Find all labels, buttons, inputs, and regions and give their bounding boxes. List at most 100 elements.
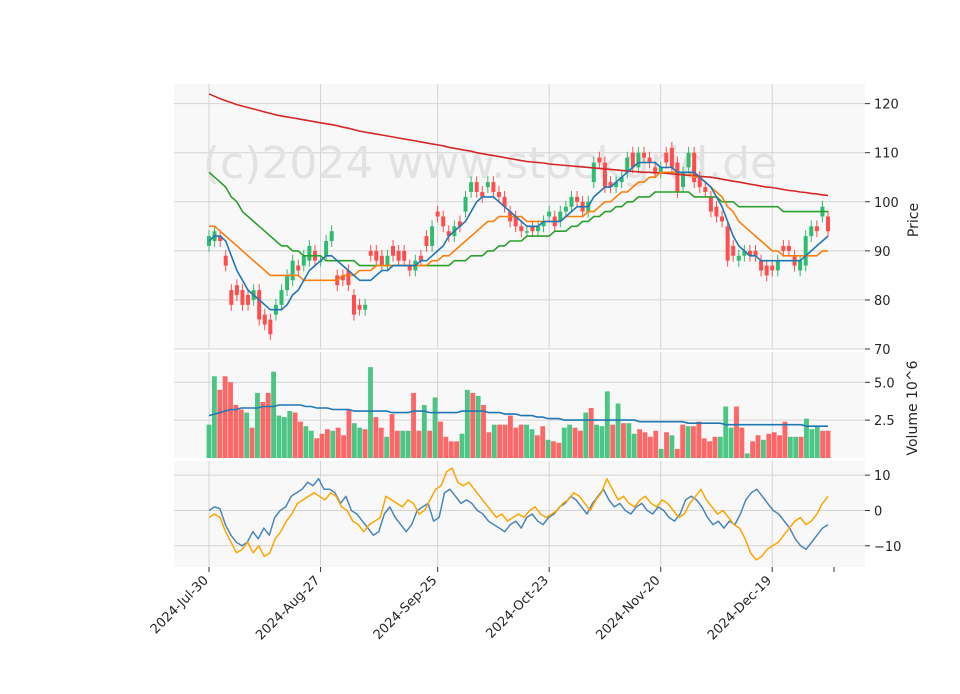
oscillator-line-2	[208, 467, 829, 561]
candle-body	[418, 255, 423, 261]
panel-backgrounds	[174, 84, 865, 567]
volume-bar	[502, 424, 508, 458]
volume-bar	[793, 436, 799, 458]
ma-long-line	[208, 93, 829, 197]
candle-body	[720, 216, 725, 222]
candle-body	[708, 196, 713, 212]
candle-body	[485, 182, 490, 188]
volume-bar	[583, 412, 589, 458]
candle-body	[575, 196, 580, 202]
volume-bar	[631, 433, 637, 458]
ma-fast-line	[208, 161, 829, 311]
volume-bar	[524, 424, 529, 458]
candle-body	[374, 250, 379, 261]
candle-body	[602, 162, 607, 188]
volume-bar	[599, 426, 605, 458]
candle-body	[474, 182, 479, 192]
candle-body	[519, 226, 524, 232]
volume-bar	[421, 405, 427, 458]
volume-bar	[782, 421, 788, 458]
candle-body	[357, 304, 362, 310]
volume-bar	[454, 441, 460, 458]
volume-bar	[653, 430, 659, 458]
candle-body	[385, 255, 390, 266]
candle-body	[764, 265, 769, 276]
volume-bar	[723, 406, 729, 458]
candle-body	[826, 216, 830, 232]
y-tick-label: 100	[874, 196, 899, 211]
volume-bar	[459, 433, 465, 458]
candle-body	[630, 152, 635, 168]
candle-body	[307, 245, 312, 261]
y-tick-label: 110	[874, 147, 899, 162]
volume-bar	[567, 424, 573, 458]
candle-body	[446, 231, 451, 237]
candle-body	[268, 319, 273, 335]
volume-bar	[389, 414, 395, 458]
candle-body	[496, 191, 501, 197]
volume-bar	[674, 448, 680, 458]
volume-bar	[448, 441, 454, 458]
volume-bar	[497, 424, 503, 458]
volume-bar	[717, 436, 723, 458]
volume-bar	[534, 435, 540, 458]
y-tick-label: 120	[874, 98, 899, 113]
candle-body	[262, 314, 267, 325]
volume-bar	[438, 421, 443, 458]
volume-bar	[588, 408, 594, 458]
candle-body	[536, 226, 541, 232]
candle-body	[736, 255, 741, 261]
volume-bar	[669, 435, 675, 458]
volume-bar	[513, 427, 519, 458]
volume-bar	[378, 427, 384, 458]
volume-bar	[281, 417, 287, 458]
volume-bar	[260, 401, 266, 458]
y-tick-label: 90	[874, 245, 891, 260]
volume-bar	[330, 430, 336, 458]
candle-body	[329, 231, 334, 242]
volume-bar	[615, 403, 621, 458]
x-tick-label: 2024-Nov-20	[594, 573, 664, 643]
y-tick-label: −10	[874, 540, 901, 555]
volume-bar	[621, 423, 626, 458]
candle-body	[692, 152, 697, 183]
candle-body	[246, 295, 251, 305]
volume-bar	[771, 432, 777, 458]
volume-bar	[551, 441, 556, 458]
candle-body	[368, 250, 373, 256]
watermark-text: (c)2024 www.stockgrid.de	[203, 138, 777, 189]
candle-body	[625, 157, 630, 173]
volume-bar	[561, 427, 567, 458]
volume-bar	[265, 392, 271, 458]
volume-bar	[728, 427, 734, 458]
volume-bar	[308, 430, 314, 458]
candle-body	[435, 211, 440, 217]
volume-bar	[809, 429, 815, 458]
candle-body	[759, 260, 764, 271]
candle-body	[703, 187, 708, 192]
candle-body	[608, 182, 613, 188]
volume-bar	[825, 430, 831, 458]
candle-body	[279, 290, 284, 305]
volume-bar	[701, 438, 707, 458]
candle-body	[207, 236, 211, 246]
candle-body	[614, 182, 619, 188]
volume-bar	[766, 433, 772, 458]
candle-body	[223, 255, 228, 266]
candle-body	[686, 152, 691, 168]
volume-bar	[362, 429, 368, 458]
volume-bar	[233, 405, 239, 458]
y-tick-label: 10	[874, 469, 891, 484]
volume-bar	[804, 418, 809, 458]
volume-bar	[324, 429, 330, 458]
volume-ma-line	[208, 404, 828, 428]
volume-bar	[734, 406, 739, 458]
volume-bar	[298, 421, 303, 458]
candle-body	[530, 226, 535, 232]
candle-body	[229, 290, 234, 305]
volume-bar	[594, 424, 599, 458]
volume-bar	[647, 436, 653, 458]
volume-bar	[744, 453, 750, 458]
y-tick-label: 0	[874, 504, 882, 519]
